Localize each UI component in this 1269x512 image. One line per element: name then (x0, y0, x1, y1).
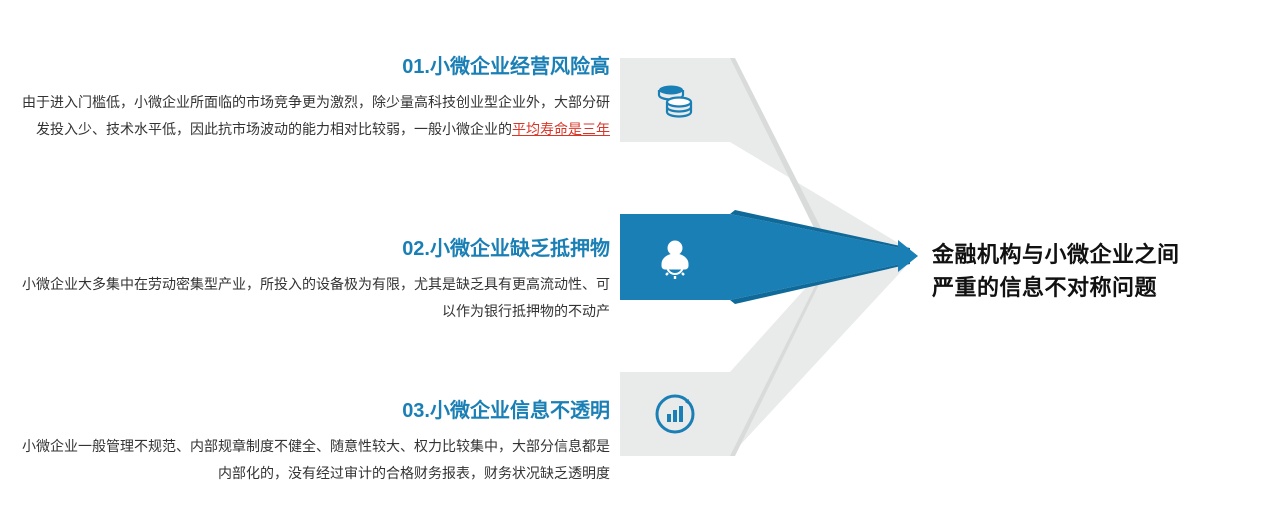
conclusion-line-1: 金融机构与小微企业之间 (932, 238, 1180, 271)
funnel-middle-top-edge (730, 210, 910, 250)
chart-circle-icon (653, 392, 697, 436)
item-3-desc-pre: 小微企业一般管理不规范、内部规章制度不健全、随意性较大、权力比较集中，大部分信息… (22, 438, 610, 481)
item-1-desc: 由于进入门槛低，小微企业所面临的市场竞争更为激烈，除少量高科技创业型企业外，大部… (10, 89, 610, 142)
item-2-desc-pre: 小微企业大多集中在劳动密集型产业，所投入的设备极为有限，尤其是缺乏具有更高流动性… (22, 276, 610, 319)
arrow-head (898, 240, 918, 272)
conclusion-line-2: 严重的信息不对称问题 (932, 271, 1180, 304)
icon-box-2 (620, 215, 730, 299)
item-3: 03.小微企业信息不透明 小微企业一般管理不规范、内部规章制度不健全、随意性较大… (10, 394, 610, 486)
item-2-title: 02.小微企业缺乏抵押物 (10, 232, 610, 261)
icon-box-3 (620, 372, 730, 456)
item-1-title: 01.小微企业经营风险高 (10, 50, 610, 79)
conclusion-text: 金融机构与小微企业之间 严重的信息不对称问题 (932, 238, 1180, 304)
coins-icon (653, 78, 697, 122)
funnel-bottom-edge (730, 260, 910, 456)
funnel-top-edge (730, 58, 910, 252)
item-1-desc-highlight: 平均寿命是三年 (512, 121, 610, 137)
left-text-column: 01.小微企业经营风险高 由于进入门槛低，小微企业所面临的市场竞争更为激烈，除少… (0, 0, 610, 512)
person-gear-icon (652, 234, 698, 280)
item-3-title: 03.小微企业信息不透明 (10, 394, 610, 423)
item-3-desc: 小微企业一般管理不规范、内部规章制度不健全、随意性较大、权力比较集中，大部分信息… (10, 433, 610, 486)
icon-box-1 (620, 58, 730, 142)
item-2-desc: 小微企业大多集中在劳动密集型产业，所投入的设备极为有限，尤其是缺乏具有更高流动性… (10, 271, 610, 324)
funnel-middle-bot-edge (730, 262, 910, 304)
item-2: 02.小微企业缺乏抵押物 小微企业大多集中在劳动密集型产业，所投入的设备极为有限… (10, 232, 610, 324)
item-1: 01.小微企业经营风险高 由于进入门槛低，小微企业所面临的市场竞争更为激烈，除少… (10, 50, 610, 142)
